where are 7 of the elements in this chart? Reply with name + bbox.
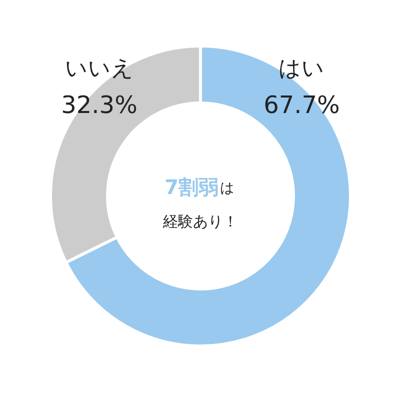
data-label: 67.7% [264,90,340,119]
text: 7割弱 [164,175,219,199]
data-label: 32.3% [61,90,138,119]
slice-label: いいえ [64,56,134,82]
text: は [220,180,234,196]
text: 経験あり！ [162,212,238,230]
slice-label: はい [278,56,325,82]
